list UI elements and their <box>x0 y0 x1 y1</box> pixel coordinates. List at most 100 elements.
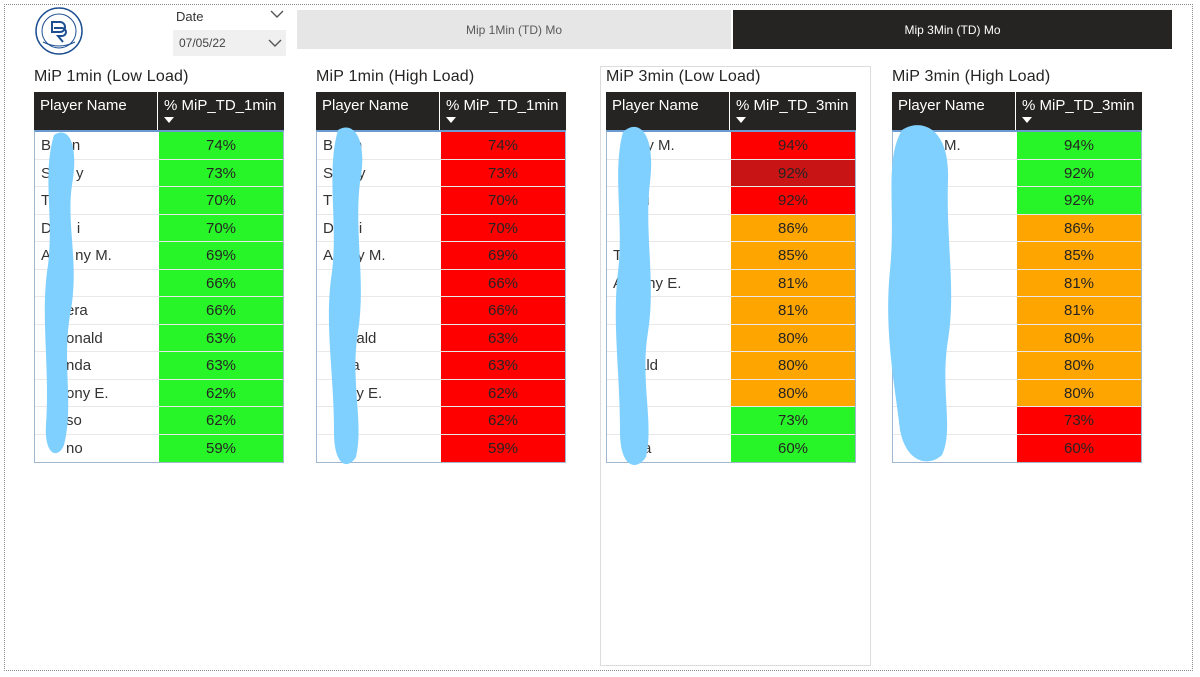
percentage-cell: 66% <box>159 297 283 324</box>
table-row[interactable]: era 66% <box>35 297 283 325</box>
player-name-cell <box>893 215 1017 242</box>
table-row[interactable]: S y 73% <box>317 159 565 187</box>
player-name-cell <box>35 270 159 297</box>
table-row[interactable]: T 70% <box>317 187 565 215</box>
table-row[interactable]: nald 63% <box>317 324 565 352</box>
percentage-cell: 85% <box>731 242 855 269</box>
player-name-cell: A ny M. <box>41 247 112 264</box>
column-header-player-name[interactable]: Player Name <box>34 92 158 130</box>
table-row[interactable]: ony E. 62% <box>35 379 283 407</box>
tab-mip-1min[interactable]: Mip 1Min (TD) Mo <box>297 10 731 49</box>
table-row[interactable]: A ny M. 69% <box>35 242 283 270</box>
table-row[interactable]: E. 81% <box>893 269 1141 297</box>
table-row[interactable]: 85% <box>893 242 1141 270</box>
percentage-cell: 63% <box>441 324 565 351</box>
table-row[interactable]: 73% <box>607 407 855 435</box>
percentage-cell: 92% <box>1017 187 1141 214</box>
chevron-down-icon[interactable] <box>270 9 284 19</box>
table-row[interactable]: 66% <box>35 269 283 297</box>
table-row[interactable]: n 86% <box>607 214 855 242</box>
club-crest-logo <box>35 7 83 55</box>
player-name-cell: ony E. <box>41 384 109 402</box>
percentage-cell: 70% <box>441 187 565 214</box>
player-name-cell: E. <box>899 274 939 292</box>
table-row[interactable]: o 59% <box>317 434 565 462</box>
player-name-cell: S y <box>41 164 84 182</box>
table-row[interactable]: S y 73% <box>35 159 283 187</box>
player-name-cell <box>607 380 731 407</box>
table-row[interactable]: A y M. 69% <box>317 242 565 270</box>
column-header-player-name[interactable]: Player Name <box>316 92 440 130</box>
table-row[interactable]: T 85% <box>607 242 855 270</box>
table-row[interactable]: 66% <box>317 269 565 297</box>
table-row[interactable]: 81% <box>893 297 1141 325</box>
player-name-cell <box>893 325 1017 352</box>
sort-descending-icon[interactable] <box>164 117 174 123</box>
column-header-value[interactable]: % MiP_TD_1min <box>440 92 566 130</box>
percentage-cell: 80% <box>731 352 855 379</box>
column-header-value[interactable]: % MiP_TD_1min <box>158 92 284 130</box>
column-header-player-name[interactable]: Player Name <box>892 92 1016 130</box>
percentage-cell: 81% <box>731 269 855 296</box>
percentage-cell: 70% <box>159 187 283 214</box>
table-row[interactable]: 62% <box>317 407 565 435</box>
percentage-cell: 66% <box>441 297 565 324</box>
table-row[interactable]: 80% <box>607 379 855 407</box>
table-row[interactable]: ny M. 94% <box>893 132 1141 160</box>
player-name-cell: B n <box>323 137 363 154</box>
table-row[interactable]: 80% <box>607 324 855 352</box>
table-row[interactable]: la 63% <box>317 352 565 380</box>
player-name-cell: n <box>613 164 647 182</box>
table-row[interactable]: a 66% <box>317 297 565 325</box>
table-row[interactable]: so 62% <box>35 407 283 435</box>
table-row[interactable]: 80% <box>893 324 1141 352</box>
percentage-cell: 80% <box>1017 379 1141 406</box>
percentage-cell: 81% <box>1017 297 1141 324</box>
table-row[interactable]: A ny E. 81% <box>607 269 855 297</box>
percentage-cell: 80% <box>1017 352 1141 379</box>
column-header-player-name[interactable]: Player Name <box>606 92 730 130</box>
table-row[interactable]: a 60% <box>893 434 1141 462</box>
sort-descending-icon[interactable] <box>736 117 746 123</box>
sort-descending-icon[interactable] <box>446 117 456 123</box>
player-name-cell: A y M. <box>323 247 386 264</box>
table-row[interactable]: 73% <box>893 407 1141 435</box>
table-row[interactable]: B n 74% <box>317 132 565 160</box>
player-name-cell <box>607 325 731 352</box>
sort-descending-icon[interactable] <box>1022 117 1032 123</box>
table-row[interactable]: ui 92% <box>607 187 855 215</box>
table-row[interactable]: D i 70% <box>317 214 565 242</box>
data-table: Player Name % MiP_TD_3min ny M. 94% 92% 92%… <box>892 92 1142 463</box>
table-row[interactable]: ald 80% <box>893 352 1141 380</box>
percentage-cell: 92% <box>731 187 855 214</box>
table-row[interactable]: ra 60% <box>607 434 855 462</box>
table-row[interactable]: n 92% <box>607 159 855 187</box>
player-name-cell: era <box>41 302 88 319</box>
table-row[interactable]: onald 63% <box>35 324 283 352</box>
table-row[interactable]: D i 70% <box>35 214 283 242</box>
table-row[interactable]: a 81% <box>607 297 855 325</box>
date-value: 07/05/22 <box>179 36 226 50</box>
table-row[interactable]: T 70% <box>35 187 283 215</box>
percentage-cell: 63% <box>441 352 565 379</box>
table-row[interactable]: 92% <box>893 159 1141 187</box>
percentage-cell: 85% <box>1017 242 1141 269</box>
table-row[interactable]: 80% <box>893 379 1141 407</box>
table-row[interactable]: 86% <box>893 214 1141 242</box>
percentage-cell: 74% <box>159 132 283 159</box>
table-row[interactable]: ny E. 62% <box>317 379 565 407</box>
table-row[interactable]: no 59% <box>35 434 283 462</box>
column-header-value[interactable]: % MiP_TD_3min <box>730 92 856 130</box>
date-dropdown[interactable]: 07/05/22 <box>173 30 286 56</box>
table-row[interactable]: nda 63% <box>35 352 283 380</box>
player-name-cell: ald <box>899 357 945 374</box>
percentage-cell: 86% <box>731 214 855 241</box>
table-row[interactable]: ald 80% <box>607 352 855 380</box>
column-header-value[interactable]: % MiP_TD_3min <box>1016 92 1142 130</box>
player-name-cell: ny M. <box>613 137 675 154</box>
percentage-cell: 66% <box>159 269 283 296</box>
table-row[interactable]: B n 74% <box>35 132 283 160</box>
tab-mip-3min[interactable]: Mip 3Min (TD) Mo <box>733 10 1172 49</box>
table-row[interactable]: 92% <box>893 187 1141 215</box>
table-row[interactable]: ny M. 94% <box>607 132 855 160</box>
